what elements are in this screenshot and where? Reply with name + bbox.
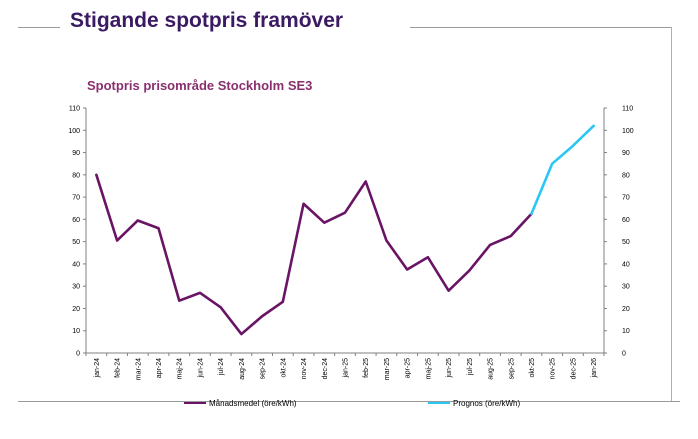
x-tick-label: aug-25 xyxy=(488,358,495,380)
y-tick-label-right: 40 xyxy=(622,261,630,268)
x-tick-label: maj-24 xyxy=(177,358,184,380)
y-tick-label-right: 10 xyxy=(622,328,630,335)
y-tick-label-left: 20 xyxy=(72,306,80,313)
y-tick-label-right: 50 xyxy=(622,239,630,246)
x-tick-label: dec-25 xyxy=(570,358,577,380)
x-tick-label: apr-24 xyxy=(156,358,163,378)
y-tick-label-left: 100 xyxy=(68,128,80,135)
x-tick-label: sep-25 xyxy=(508,358,515,380)
legend-label-monthly: Månadsmedel (öre/kWh) xyxy=(209,398,297,408)
x-tick-label: feb-24 xyxy=(115,358,122,378)
chart-title: Spotpris prisområde Stockholm SE3 xyxy=(87,78,313,93)
title-rule-left xyxy=(18,27,60,28)
x-tick-label: jan-25 xyxy=(343,358,350,379)
x-tick-label: jul-24 xyxy=(218,358,225,376)
y-tick-label-right: 90 xyxy=(622,150,630,157)
title-rule-right xyxy=(410,27,672,28)
legend-swatch-forecast xyxy=(428,402,450,404)
x-tick-label: nov-25 xyxy=(550,358,557,380)
legend-label-forecast: Prognos (öre/kWh) xyxy=(453,398,521,408)
y-tick-label-right: 60 xyxy=(622,217,630,224)
y-tick-label-left: 0 xyxy=(76,351,80,358)
y-tick-label-left: 80 xyxy=(72,172,80,179)
x-tick-label: feb-25 xyxy=(363,358,370,378)
y-tick-label-right: 80 xyxy=(622,172,630,179)
x-tick-label: jul-25 xyxy=(467,358,474,376)
y-tick-label-left: 30 xyxy=(72,284,80,291)
slide-title: Stigande spotpris framöver xyxy=(70,9,344,32)
series-line-monthly xyxy=(95,173,533,336)
legend-item-monthly: Månadsmedel (öre/kWh) xyxy=(184,397,297,409)
y-tick-label-right: 0 xyxy=(622,351,626,358)
x-tick-label: sep-24 xyxy=(260,358,267,380)
bottom-divider xyxy=(18,401,680,402)
x-tick-label: mar-25 xyxy=(384,358,391,380)
x-tick-label: nov-24 xyxy=(301,358,308,380)
x-tick-label: jan-24 xyxy=(94,358,101,379)
x-tick-label: jun-25 xyxy=(446,358,453,379)
x-tick-label: okt-24 xyxy=(280,358,287,378)
x-tick-label: okt-25 xyxy=(529,358,536,378)
x-tick-label: apr-25 xyxy=(405,358,412,378)
y-tick-label-left: 50 xyxy=(72,239,80,246)
y-tick-label-right: 70 xyxy=(622,195,630,202)
x-tick-label: mar-24 xyxy=(135,358,142,380)
legend-swatch-monthly xyxy=(184,402,206,404)
y-tick-label-right: 110 xyxy=(622,106,633,113)
y-tick-label-right: 30 xyxy=(622,284,630,291)
x-tick-label: maj-25 xyxy=(425,358,432,380)
y-tick-label-right: 100 xyxy=(622,128,634,135)
y-tick-label-left: 110 xyxy=(69,106,80,113)
y-tick-label-right: 20 xyxy=(622,306,630,313)
y-tick-label-left: 10 xyxy=(72,328,80,335)
y-tick-label-left: 70 xyxy=(72,195,80,202)
x-tick-label: dec-24 xyxy=(322,358,329,380)
y-tick-label-left: 40 xyxy=(72,261,80,268)
legend-item-forecast: Prognos (öre/kWh) xyxy=(428,397,520,409)
y-tick-label-left: 90 xyxy=(72,150,80,157)
series-line-forecast xyxy=(530,124,595,216)
y-tick-label-left: 60 xyxy=(72,217,80,224)
side-divider xyxy=(671,27,672,402)
x-tick-label: jun-24 xyxy=(197,358,204,379)
x-tick-label: jan-26 xyxy=(591,358,598,379)
x-tick-label: aug-24 xyxy=(239,358,246,380)
